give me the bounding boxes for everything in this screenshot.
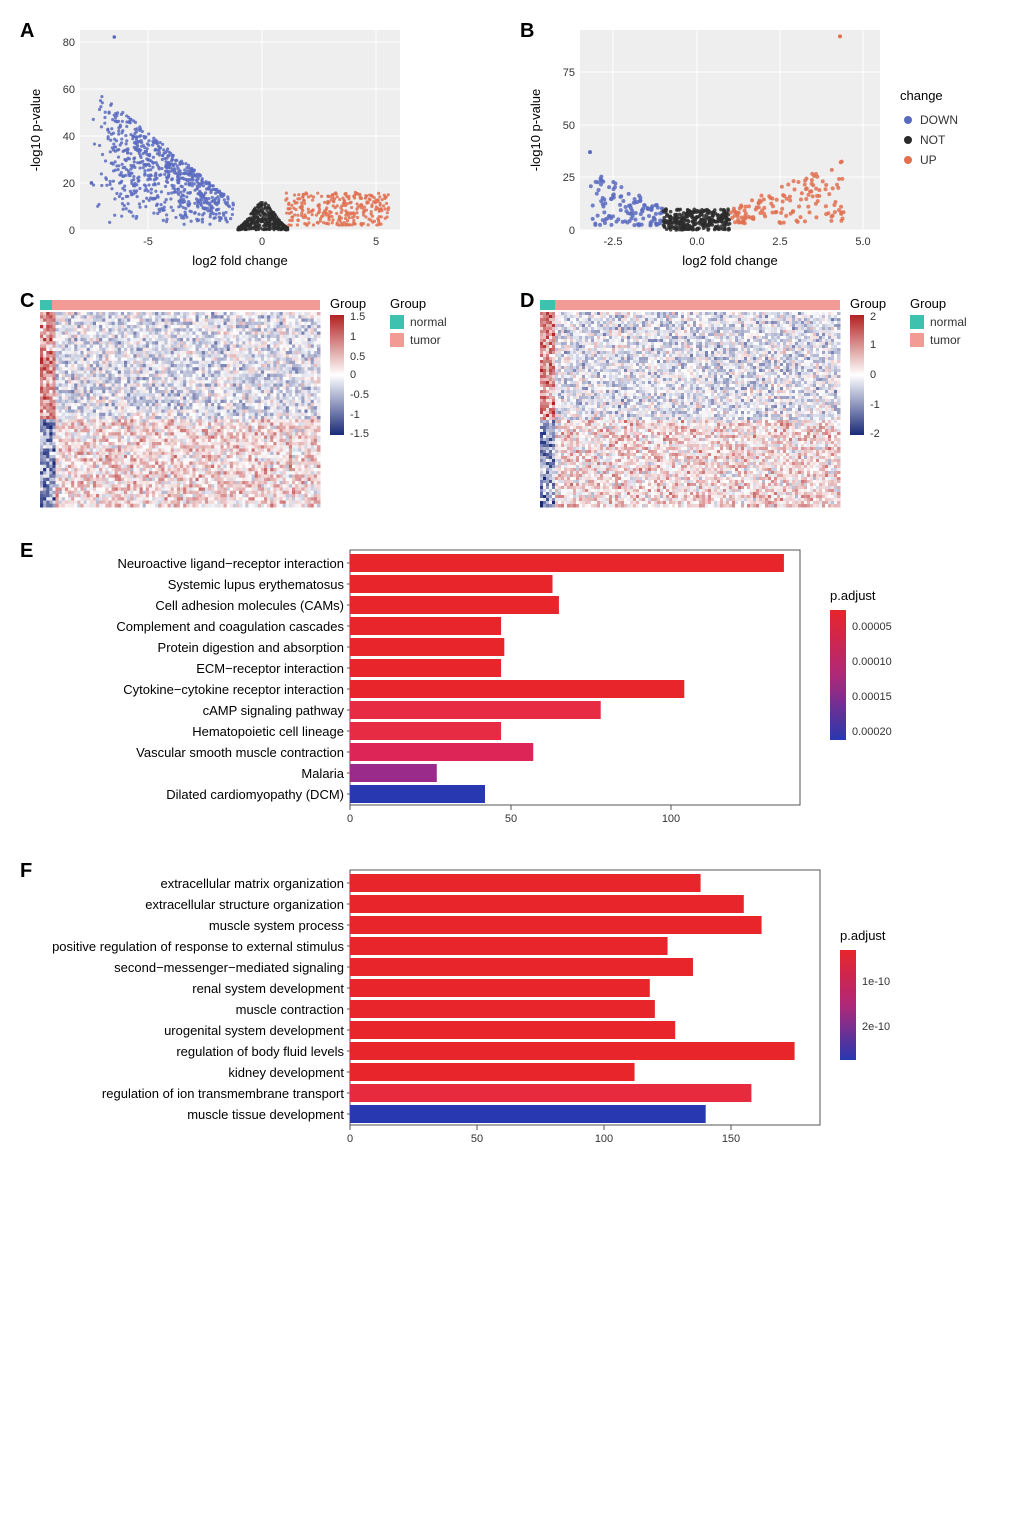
bar-e-label-0: Neuroactive ligand−receptor interaction — [117, 556, 344, 571]
svg-text:0: 0 — [69, 225, 75, 237]
svg-text:2.5: 2.5 — [772, 236, 787, 248]
svg-text:5.0: 5.0 — [855, 236, 870, 248]
bar-f-10 — [350, 1084, 751, 1102]
bar-f-1 — [350, 895, 744, 913]
svg-text:25: 25 — [563, 172, 575, 184]
volcano-plot-a: 0 20 40 60 80 -5 0 5 log2 fold change -l… — [20, 20, 440, 270]
svg-text:0: 0 — [569, 225, 575, 237]
bar-e-10 — [350, 764, 437, 782]
group-label-c: Group — [330, 296, 366, 311]
panel-a-xlabel: log2 fold change — [192, 253, 287, 268]
bar-e-6 — [350, 680, 684, 698]
bar-f-4 — [350, 958, 693, 976]
bar-e-label-2: Cell adhesion molecules (CAMs) — [155, 598, 344, 613]
panel-a-label: A — [20, 20, 34, 43]
legend-b-up: UP — [920, 153, 937, 167]
barplot-f: extracellular matrix organization extrace… — [20, 860, 980, 1160]
group-label-d: Group — [850, 296, 886, 311]
bar-f-label-7: urogenital system development — [164, 1023, 344, 1038]
bar-f-label-4: second−messenger−mediated signaling — [114, 960, 344, 975]
bar-e-5 — [350, 659, 501, 677]
group-legend-c-title: Group — [390, 296, 426, 311]
bar-e-4 — [350, 638, 504, 656]
panel-e-label: E — [20, 540, 33, 563]
panel-c: C Group 1.5 1 0.5 0 -0.5 — [20, 290, 500, 520]
panel-d: D Group 2 1 0 -1 -2 Group — [520, 290, 1020, 520]
bar-e-label-8: Hematopoietic cell lineage — [192, 724, 344, 739]
svg-text:0: 0 — [259, 236, 265, 248]
bar-e-label-5: ECM−receptor interaction — [196, 661, 344, 676]
legend-b-down: DOWN — [920, 113, 958, 127]
svg-text:20: 20 — [63, 178, 75, 190]
bar-f-label-9: kidney development — [228, 1065, 344, 1080]
heatmap-d: Group 2 1 0 -1 -2 Group normal tumor — [520, 290, 1020, 520]
bar-e-8 — [350, 722, 501, 740]
bar-f-0 — [350, 874, 701, 892]
bar-e-2 — [350, 596, 559, 614]
svg-text:40: 40 — [63, 131, 75, 143]
bar-f-3 — [350, 937, 668, 955]
svg-text:5: 5 — [373, 236, 379, 248]
bar-e-1 — [350, 575, 553, 593]
panel-a-ylabel: -log10 p-value — [28, 89, 43, 171]
panel-a: A 0 20 40 60 80 — [20, 20, 500, 270]
panel-b-ylabel: -log10 p-value — [528, 89, 543, 171]
panel-f: F extracellular matrix organizationextra… — [20, 860, 1020, 1160]
bar-f-label-6: muscle contraction — [236, 1002, 344, 1017]
bar-f-label-3: positive regulation of response to exter… — [52, 939, 344, 954]
svg-text:-2.5: -2.5 — [604, 236, 623, 248]
bar-f-7 — [350, 1021, 675, 1039]
bar-f-label-10: regulation of ion transmembrane transpor… — [102, 1086, 344, 1101]
panel-b-xlabel: log2 fold change — [682, 253, 777, 268]
bar-e-label-1: Systemic lupus erythematosus — [168, 577, 345, 592]
bar-f-11 — [350, 1105, 706, 1123]
bar-e-3 — [350, 617, 501, 635]
bar-f-9 — [350, 1063, 635, 1081]
panel-c-label: C — [20, 290, 34, 313]
bar-f-label-2: muscle system process — [209, 918, 345, 933]
bar-e-label-10: Malaria — [301, 766, 344, 781]
svg-text:0.0: 0.0 — [689, 236, 704, 248]
svg-text:50: 50 — [563, 120, 575, 132]
bar-e-label-6: Cytokine−cytokine receptor interaction — [123, 682, 344, 697]
legend-b-not: NOT — [920, 133, 946, 147]
bar-e-9 — [350, 743, 533, 761]
heatmap-c: Group 1.5 1 0.5 0 -0.5 -1 -1.5 Group — [20, 290, 500, 520]
svg-text:80: 80 — [63, 37, 75, 49]
panel-b: B 0 25 50 75 -2.5 0.0 — [520, 20, 1020, 270]
bar-e-label-11: Dilated cardiomyopathy (DCM) — [166, 787, 344, 802]
bar-e-11 — [350, 785, 485, 803]
bar-f-label-0: extracellular matrix organization — [160, 876, 344, 891]
group-legend-d-title: Group — [910, 296, 946, 311]
barplot-e: Neuroactive ligand−receptor interaction S… — [20, 540, 980, 840]
panel-e: E Neuroactive ligand−receptor interactio… — [20, 540, 1020, 840]
bar-f-5 — [350, 979, 650, 997]
svg-text:75: 75 — [563, 67, 575, 79]
panel-d-label: D — [520, 290, 534, 313]
bar-e-0 — [350, 554, 784, 572]
bar-f-8 — [350, 1042, 795, 1060]
bar-f-label-8: regulation of body fluid levels — [176, 1044, 344, 1059]
legend-b-title: change — [900, 88, 943, 103]
bar-e-label-7: cAMP signaling pathway — [203, 703, 345, 718]
volcano-plot-b: 0 25 50 75 -2.5 0.0 2.5 5.0 log2 fold ch… — [520, 20, 1020, 270]
bar-f-2 — [350, 916, 762, 934]
bar-f-label-5: renal system development — [192, 981, 344, 996]
bar-e-label-3: Complement and coagulation cascades — [116, 619, 344, 634]
legend-f-title: p.adjust — [840, 928, 886, 943]
svg-text:-5: -5 — [143, 236, 153, 248]
bar-e-7 — [350, 701, 601, 719]
bar-f-label-1: extracellular structure organization — [145, 897, 344, 912]
svg-text:60: 60 — [63, 84, 75, 96]
bar-e-label-4: Protein digestion and absorption — [158, 640, 344, 655]
bar-f-label-11: muscle tissue development — [187, 1107, 344, 1122]
bar-f-6 — [350, 1000, 655, 1018]
panel-b-label: B — [520, 20, 534, 43]
panel-f-label: F — [20, 860, 32, 883]
legend-e-title: p.adjust — [830, 588, 876, 603]
bar-e-label-9: Vascular smooth muscle contraction — [136, 745, 344, 760]
